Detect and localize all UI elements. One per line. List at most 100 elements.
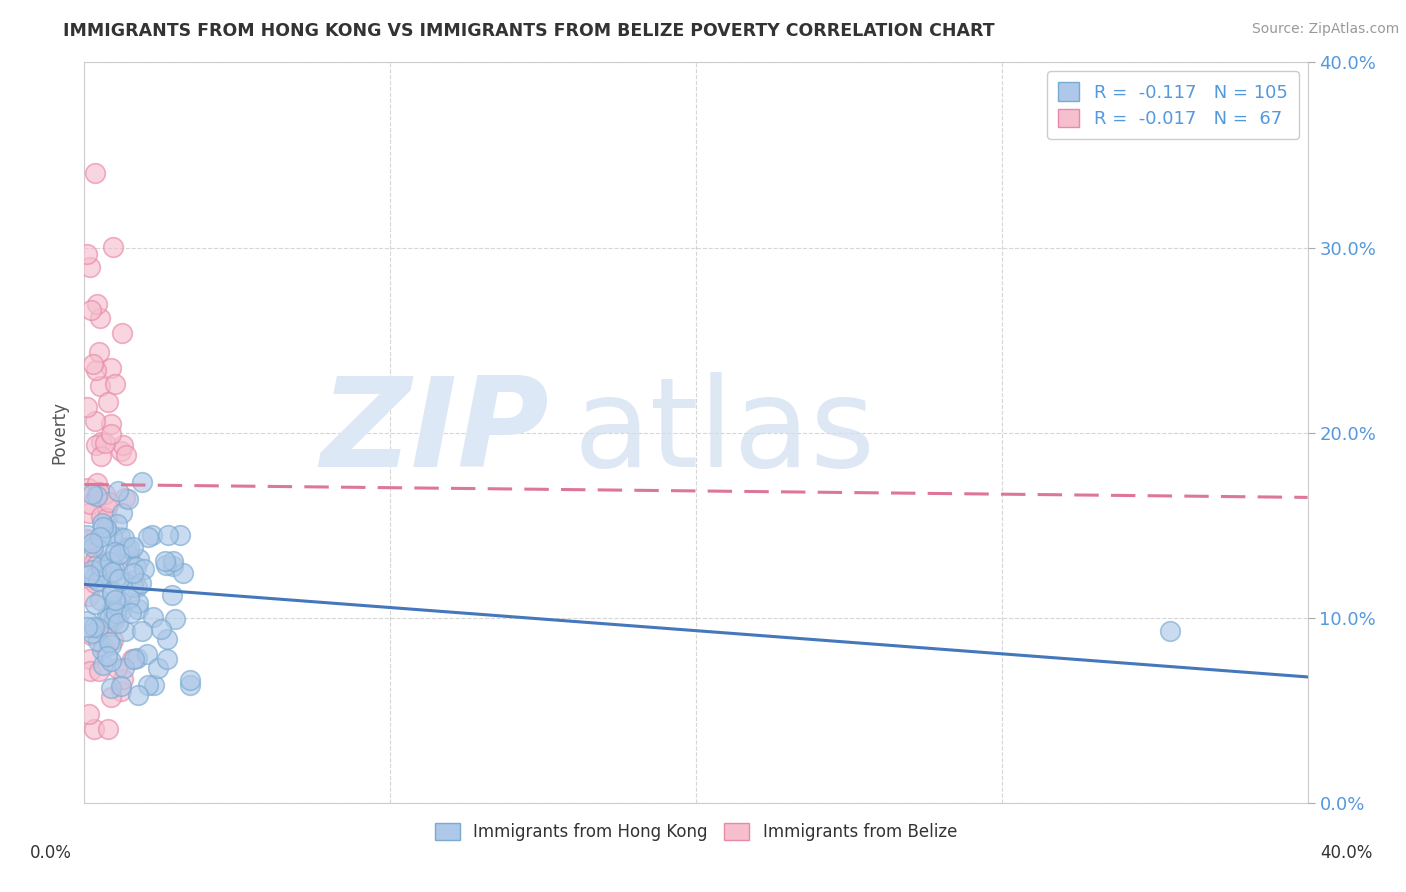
Point: [94, 542, 117, 557]
Point: [87, 621, 110, 635]
Point: [112, 531, 135, 545]
Point: [156, 652, 179, 666]
Point: [80, 628, 103, 642]
Point: [101, 601, 124, 615]
Point: [83, 571, 105, 585]
Point: [82, 357, 104, 371]
Point: [101, 632, 124, 647]
Point: [103, 545, 125, 559]
Point: [97, 722, 120, 736]
Point: [146, 660, 169, 674]
Point: [153, 554, 176, 568]
Point: [97, 568, 120, 582]
Point: [91, 516, 114, 530]
Point: [131, 475, 153, 489]
Point: [94, 436, 117, 450]
Point: [162, 558, 184, 573]
Point: [169, 528, 191, 542]
Point: [90, 563, 112, 577]
Point: [89, 311, 111, 326]
Point: [83, 597, 105, 611]
Point: [141, 528, 163, 542]
Point: [80, 536, 103, 550]
Y-axis label: Poverty: Poverty: [51, 401, 69, 464]
Point: [125, 560, 148, 574]
Point: [79, 664, 101, 678]
Point: [84, 363, 107, 377]
Point: [79, 652, 101, 666]
Point: [97, 495, 120, 509]
Point: [127, 596, 149, 610]
Point: [100, 654, 122, 668]
Point: [89, 484, 111, 499]
Point: [77, 590, 100, 604]
Point: [84, 489, 107, 503]
Point: [90, 566, 112, 581]
Point: [131, 624, 153, 638]
Point: [165, 612, 187, 626]
Point: [98, 634, 121, 648]
Point: [107, 599, 129, 613]
Point: [79, 303, 101, 318]
Point: [96, 500, 118, 515]
Point: [120, 606, 142, 620]
Point: [76, 401, 98, 415]
Point: [90, 642, 112, 657]
Point: [89, 379, 111, 393]
Point: [100, 417, 122, 431]
Point: [129, 575, 152, 590]
Point: [172, 566, 194, 580]
Point: [82, 487, 104, 501]
Point: [179, 673, 201, 687]
Point: [76, 620, 98, 634]
Point: [100, 427, 122, 442]
Point: [101, 586, 124, 600]
Point: [149, 622, 172, 636]
Point: [127, 601, 149, 615]
Point: [103, 377, 125, 392]
Point: [101, 239, 124, 253]
Point: [112, 661, 135, 675]
Point: [112, 672, 135, 686]
Point: [83, 166, 105, 180]
Point: [100, 360, 122, 375]
Point: [103, 613, 125, 627]
Point: [84, 414, 107, 428]
Point: [86, 489, 108, 503]
Point: [118, 541, 141, 556]
Point: [111, 506, 134, 520]
Point: [100, 615, 122, 630]
Point: [90, 508, 112, 523]
Point: [94, 521, 117, 535]
Point: [84, 438, 107, 452]
Point: [101, 602, 124, 616]
Point: [136, 530, 159, 544]
Point: [86, 297, 108, 311]
Text: Source: ZipAtlas.com: Source: ZipAtlas.com: [1251, 22, 1399, 37]
Point: [98, 554, 121, 568]
Point: [160, 588, 183, 602]
Point: [97, 395, 120, 409]
Point: [96, 608, 118, 623]
Point: [91, 520, 114, 534]
Point: [101, 566, 124, 580]
Point: [79, 260, 101, 274]
Point: [110, 595, 132, 609]
Point: [100, 528, 122, 542]
Point: [104, 570, 127, 584]
Point: [100, 681, 122, 695]
Point: [94, 487, 117, 501]
Point: [127, 688, 149, 702]
Point: [142, 609, 165, 624]
Point: [76, 615, 98, 629]
Point: [121, 651, 143, 665]
Point: [90, 449, 112, 463]
Point: [100, 638, 122, 652]
Point: [122, 573, 145, 587]
Point: [117, 491, 139, 506]
Point: [111, 326, 134, 340]
Point: [83, 554, 105, 568]
Point: [79, 497, 101, 511]
Point: [76, 528, 98, 542]
Point: [108, 573, 131, 587]
